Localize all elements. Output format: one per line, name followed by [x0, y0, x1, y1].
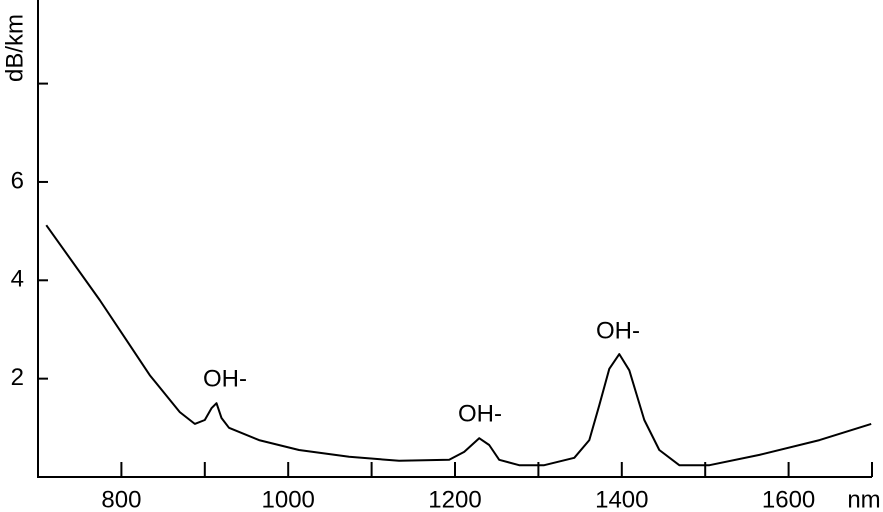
x-tick-label: 1400	[595, 486, 648, 512]
attenuation-line	[45, 224, 872, 467]
y-tick-label: 6	[11, 167, 24, 194]
y-axis-label: dB/km	[1, 14, 28, 82]
x-tick-label: 1200	[428, 486, 481, 512]
y-tick-label: 2	[11, 364, 24, 391]
y-tick-label: 4	[11, 266, 24, 293]
annotation: OH-	[203, 365, 247, 392]
x-tick-label: 800	[101, 486, 141, 512]
x-tick-label: 1600	[762, 486, 815, 512]
x-axis-label: nm	[847, 486, 880, 512]
annotation: OH-	[596, 317, 640, 344]
annotation: OH-	[458, 400, 502, 427]
x-tick-label: 1000	[262, 486, 315, 512]
